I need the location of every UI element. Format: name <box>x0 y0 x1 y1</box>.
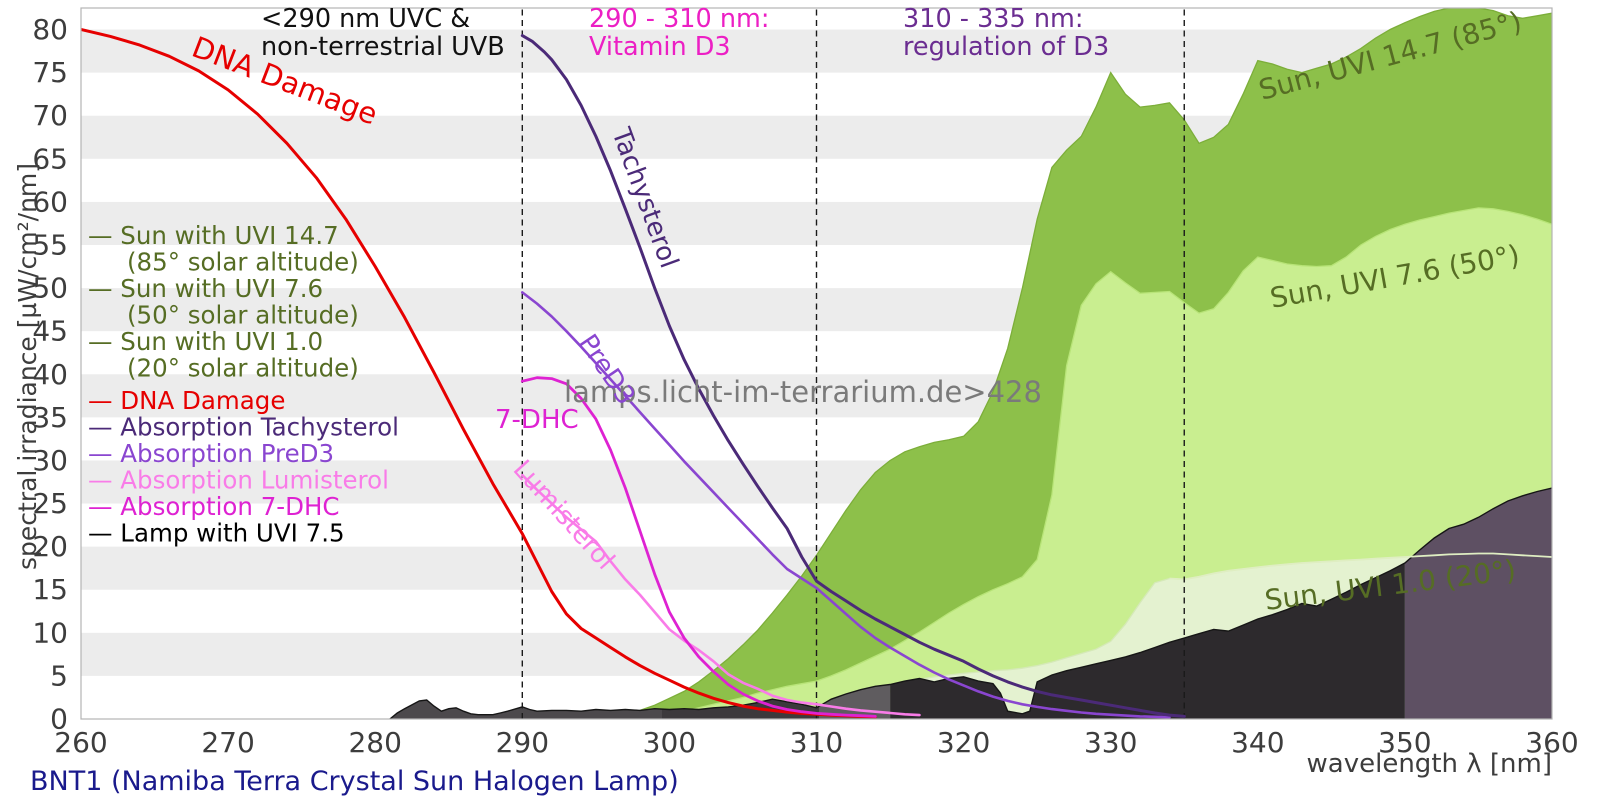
y-tick-label: 20 <box>32 530 68 563</box>
area-fills <box>389 8 1552 719</box>
sun-uvi-1-overlay-line <box>1169 552 1552 581</box>
legend-item: — Absorption PreD3 <box>88 439 334 468</box>
annotation-vitd3: 290 - 310 nm: <box>589 4 769 34</box>
legend-item: — DNA Damage <box>88 386 285 415</box>
y-tick-label: 60 <box>32 185 68 218</box>
legend-item-sub: (50° solar altitude) <box>127 301 359 330</box>
x-tick-label: 290 <box>496 726 549 759</box>
curves <box>81 28 1186 719</box>
y-tick-label: 35 <box>32 401 68 434</box>
lamp-area-seg-3 <box>890 563 1405 719</box>
x-tick-label: 260 <box>54 726 107 759</box>
tachy-curve <box>520 34 1186 718</box>
region-annotations: <290 nm UVC &non-terrestrial UVB 290 - 31… <box>261 4 1109 62</box>
legend-item-sub: (20° solar altitude) <box>127 354 359 383</box>
x-tick-label: 270 <box>201 726 254 759</box>
y-tick-label: 70 <box>32 99 68 132</box>
legend-item: — Absorption Lumisterol <box>88 466 389 495</box>
y-tick-label: 25 <box>32 487 68 520</box>
y-tick-label: 80 <box>32 13 68 46</box>
legend: — Sun with UVI 14.7(85° solar altitude)—… <box>88 221 399 548</box>
lamp-area-seg-0 <box>389 700 662 719</box>
y-tick-label: 55 <box>32 229 68 262</box>
y-tick-label: 30 <box>32 444 68 477</box>
x-tick-label: 280 <box>348 726 401 759</box>
legend-item-sub: (85° solar altitude) <box>127 248 359 277</box>
y-tick-label: 40 <box>32 358 68 391</box>
watermark: lamps.licht-im-terrarium.de>428 <box>564 375 1042 409</box>
y-tick-label: 65 <box>32 142 68 175</box>
legend-item: — Absorption Tachysterol <box>88 413 399 442</box>
legend-item: — Sun with UVI 1.0 <box>88 327 323 356</box>
x-axis-title: wavelength λ [nm] <box>1307 749 1552 779</box>
x-tick-label: 350 <box>1378 726 1431 759</box>
dhc-curve <box>520 376 877 718</box>
x-tick-label: 300 <box>643 726 696 759</box>
sun-uvi-14-area-edge <box>595 8 1552 719</box>
x-tick-label: 310 <box>790 726 843 759</box>
chart-title: BNT1 (Namiba Terra Crystal Sun Halogen L… <box>30 766 679 797</box>
legend-item: — Sun with UVI 7.6 <box>88 274 323 303</box>
x-tick-label: 320 <box>937 726 990 759</box>
x-tick-label: 340 <box>1231 726 1284 759</box>
legend-item: — Sun with UVI 14.7 <box>88 221 339 250</box>
legend-item: — Absorption 7-DHC <box>88 492 340 521</box>
curve-label-dhc: 7-DHC <box>495 405 579 435</box>
annotation-uvc: <290 nm UVC & <box>261 4 470 34</box>
lamp-area-seg-4 <box>1404 488 1552 719</box>
y-tick-label: 10 <box>32 616 68 649</box>
y-tick-label: 0 <box>50 703 68 736</box>
annotation-regd3: regulation of D3 <box>903 32 1109 62</box>
lamp-area-edge <box>389 487 1552 719</box>
x-tick-label: 360 <box>1525 726 1578 759</box>
region-boundary-lines <box>521 8 1185 719</box>
annotation-regd3: 310 - 335 nm: <box>903 4 1083 34</box>
plot-frame <box>80 7 1553 720</box>
sun-uvi-7-area-edge <box>639 207 1552 719</box>
x-tick-label: 330 <box>1084 726 1137 759</box>
lumi-curve <box>521 473 921 717</box>
axis-tick-labels: 260 270 280 290 300 310 320 330 340 350 360 0 5 10 15 2… <box>32 13 1578 759</box>
y-tick-label: 15 <box>32 573 68 606</box>
y-tick-label: 50 <box>32 272 68 305</box>
y-axis-title: spectral irradiance [µW/cm²/nm] <box>13 163 42 570</box>
legend-item: — Lamp with UVI 7.5 <box>88 519 345 548</box>
lamp-area-seg-1 <box>662 699 820 719</box>
y-tick-label: 75 <box>32 56 68 89</box>
annotation-uvc: non-terrestrial UVB <box>261 32 505 62</box>
y-tick-label: 45 <box>32 315 68 348</box>
y-tick-label: 5 <box>50 659 68 692</box>
dna-curve <box>81 28 877 719</box>
pred3-curve <box>521 291 1171 719</box>
annotation-vitd3: Vitamin D3 <box>589 32 731 62</box>
